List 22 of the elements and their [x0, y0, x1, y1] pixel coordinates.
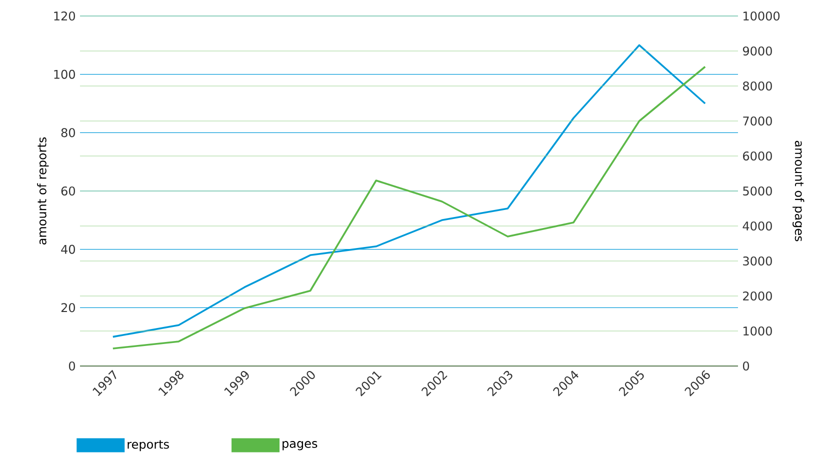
legend-label: pages: [282, 441, 318, 450]
y-tick-label: 60: [61, 186, 76, 196]
y2-tick-label: 5000: [743, 186, 772, 196]
y2-tick-label: 9000: [742, 46, 772, 56]
y-tick-label: 0: [68, 361, 76, 371]
y2-tick-label: 1000: [744, 326, 772, 336]
legend-label: reports: [128, 440, 169, 452]
y2-tick-label: 6000: [743, 151, 772, 161]
y2-tick-label: 0: [742, 361, 750, 371]
y2-tick-label: 7000: [743, 116, 772, 126]
y2-axis-title: amount of pages: [792, 140, 804, 242]
y2-tick-label: 2000: [743, 291, 772, 301]
y-tick-label: 120: [54, 11, 76, 21]
y-tick-label: 100: [54, 70, 76, 79]
y2-tick-label: 4000: [742, 221, 772, 231]
y2-tick-label: 8000: [743, 81, 772, 91]
y2-tick-label: 3000: [743, 256, 772, 266]
y-tick-label: 80: [61, 128, 76, 138]
y-axis-title: amount of reports: [37, 137, 49, 244]
y2-tick-label: 10000: [744, 11, 780, 21]
y-tick-label: 40: [61, 244, 76, 254]
y-tick-label: 20: [61, 303, 76, 312]
